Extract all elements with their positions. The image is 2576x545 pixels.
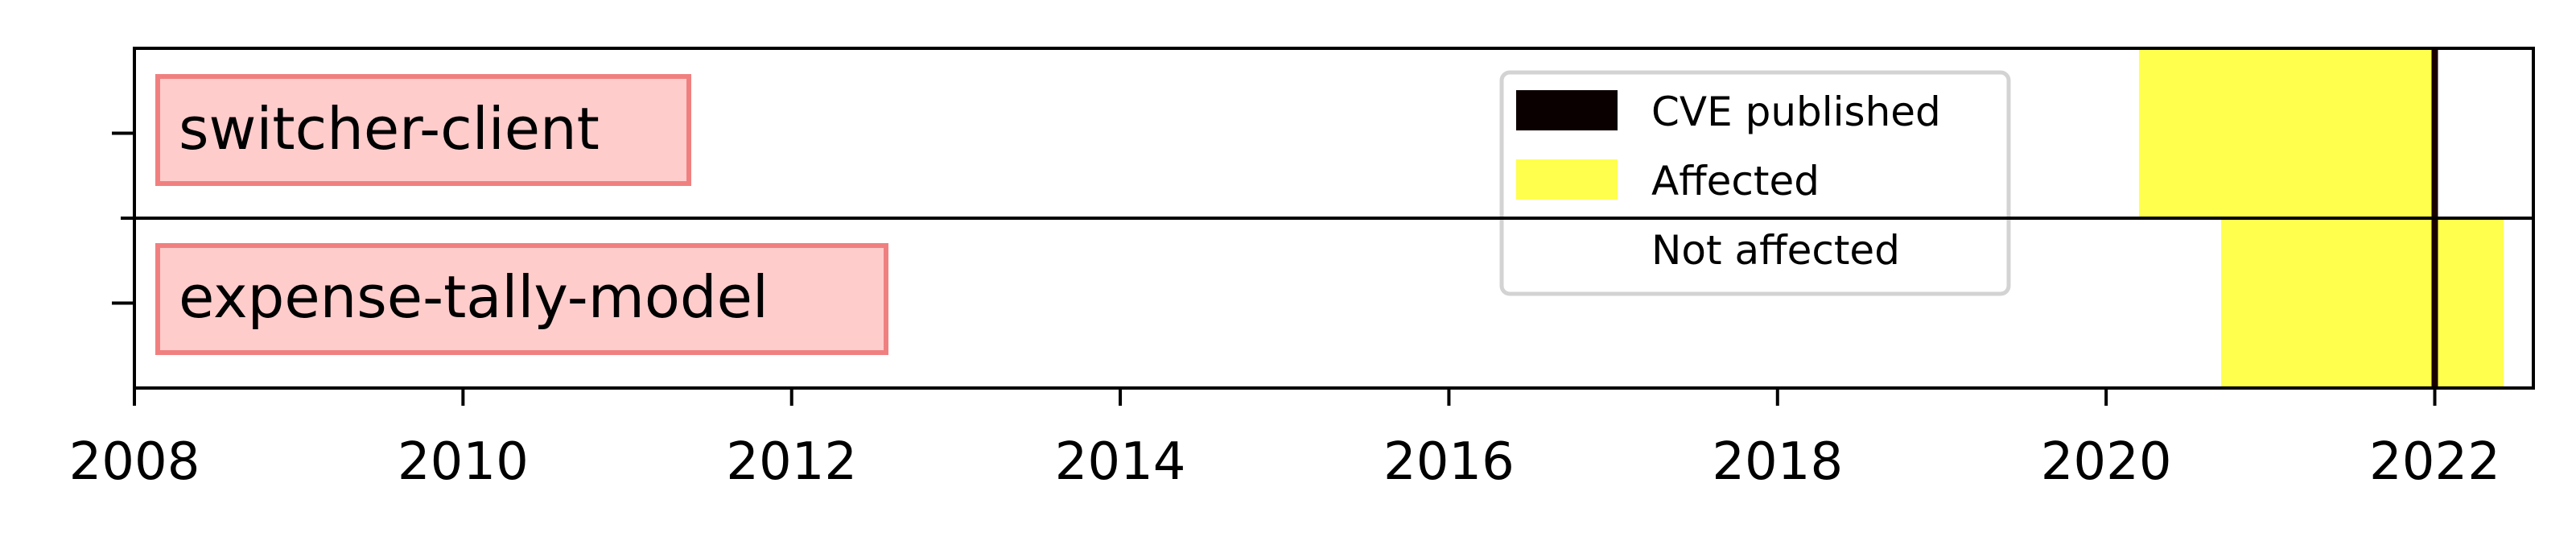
row-label-text: expense-tally-model	[179, 263, 769, 331]
chart-marks	[2138, 48, 2504, 388]
row-label-box	[155, 243, 888, 355]
x-tick-label: 2014	[1055, 432, 1186, 492]
row-label-switcher-client: switcher-client	[155, 74, 691, 186]
row-label-text: switcher-client	[179, 95, 600, 163]
affected-span-switcher-client	[2138, 48, 2435, 218]
x-tick-label: 2016	[1383, 432, 1515, 492]
legend: CVE published Affected Not affected	[1499, 70, 2011, 296]
row-label-box	[155, 74, 691, 186]
plot-frame	[133, 47, 2535, 390]
legend-frame	[1499, 70, 2011, 296]
x-tick-label: 2010	[398, 432, 529, 492]
legend-swatch-cve-published	[1516, 90, 1618, 130]
affected-span-expense-tally-model	[2221, 218, 2504, 388]
chart-axes: 2008 2010 2012 2014 2016 2018 2020 2022	[69, 47, 2535, 492]
legend-label-not-affected: Not affected	[1651, 227, 1900, 274]
x-tick-label: 2018	[1712, 432, 1843, 492]
legend-swatch-not-affected	[1516, 229, 1618, 269]
x-tick-label: 2012	[726, 432, 857, 492]
legend-swatch-affected	[1516, 159, 1618, 200]
row-label-expense-tally-model: expense-tally-model	[155, 243, 888, 355]
legend-label-affected: Affected	[1651, 158, 1820, 204]
x-tick-label: 2008	[69, 432, 200, 492]
legend-label-cve-published: CVE published	[1651, 89, 1941, 135]
x-tick-label: 2022	[2369, 432, 2500, 492]
x-tick-label: 2020	[2041, 432, 2172, 492]
